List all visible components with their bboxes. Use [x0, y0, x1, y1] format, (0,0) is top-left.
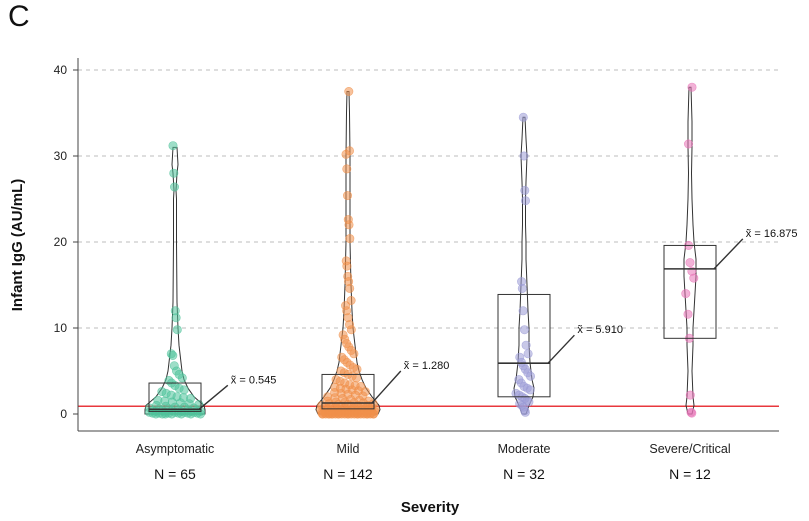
category-label: Asymptomatic	[136, 442, 215, 456]
data-point	[168, 350, 178, 360]
median-label: x̃ = 16.875	[746, 228, 798, 240]
data-point	[341, 149, 351, 159]
data-point	[681, 289, 691, 299]
data-point	[345, 283, 355, 293]
median-leader-line	[713, 238, 744, 270]
data-point	[520, 407, 530, 417]
category-labels: Asymptomatic N = 65 Mild N = 142 Moderate N =…	[136, 442, 731, 482]
data-point	[342, 191, 352, 201]
data-point	[683, 139, 693, 149]
data-point	[520, 196, 530, 206]
data-point	[171, 313, 181, 323]
data-point	[349, 349, 359, 359]
sample-size-label: N = 65	[154, 466, 196, 482]
median-label: x̃ = 0.545	[231, 374, 277, 386]
data-point	[172, 325, 182, 335]
data-point	[317, 409, 327, 419]
box-Mild	[321, 373, 375, 410]
panel-label: C	[8, 0, 30, 33]
data-point	[518, 306, 528, 316]
boxplots	[148, 244, 717, 412]
category-label: Moderate	[498, 442, 551, 456]
data-point	[519, 151, 529, 161]
axes	[77, 58, 779, 432]
y-tick-label: 40	[54, 63, 68, 77]
data-point	[344, 220, 354, 230]
median-leader-line	[547, 334, 575, 364]
data-point	[170, 182, 180, 192]
median-label: x̃ = 5.910	[577, 324, 623, 336]
sample-size-label: N = 12	[669, 466, 711, 482]
tick-labels: 0 10 20 30 40	[54, 63, 78, 421]
data-point	[342, 261, 352, 271]
data-point	[168, 141, 178, 151]
category-label: Severe/Critical	[649, 442, 730, 456]
data-point	[689, 273, 699, 283]
data-point	[520, 185, 530, 195]
data-point	[343, 409, 353, 419]
data-point	[346, 295, 356, 305]
y-axis-label: Infant IgG (AU/mL)	[9, 179, 26, 311]
data-point	[351, 373, 361, 383]
gridlines	[78, 69, 779, 329]
box-Severe/Critical	[663, 244, 717, 339]
data-point	[525, 371, 535, 381]
data-point	[518, 112, 528, 122]
data-point	[523, 349, 533, 359]
data-point	[521, 340, 531, 350]
data-point	[683, 309, 693, 319]
data-point	[687, 82, 697, 92]
median-label: x̃ = 1.280	[404, 360, 450, 372]
data-point	[177, 373, 187, 383]
data-point	[685, 258, 695, 268]
data-point	[179, 385, 189, 395]
x-axis-label: Severity	[401, 499, 460, 516]
median-annotations: x̃ = 0.545 x̃ = 1.280 x̃ = 5.910 x̃ = 16.87…	[198, 228, 798, 410]
box-Moderate	[497, 293, 551, 398]
median-leader-line	[371, 370, 402, 404]
violin-Severe/Critical	[683, 86, 697, 415]
data-point	[687, 408, 697, 418]
category-label: Mild	[337, 442, 360, 456]
data-point	[353, 409, 363, 419]
median-leader-line	[198, 384, 229, 410]
sample-size-label: N = 32	[503, 466, 545, 482]
data-point	[169, 168, 179, 178]
y-tick-label: 10	[54, 321, 68, 335]
data-point	[344, 87, 354, 97]
data-point	[327, 409, 337, 419]
data-point	[345, 234, 355, 244]
data-point	[517, 283, 527, 293]
data-point	[519, 325, 529, 335]
data-point	[342, 164, 352, 174]
box-Asymptomatic	[148, 382, 202, 412]
data-point	[346, 325, 356, 335]
data-point	[525, 385, 535, 395]
y-tick-label: 0	[60, 407, 67, 421]
sample-size-label: N = 142	[323, 466, 373, 482]
y-tick-label: 30	[54, 149, 68, 163]
data-point	[362, 409, 372, 419]
data-point	[685, 390, 695, 400]
y-tick-label: 20	[54, 235, 68, 249]
